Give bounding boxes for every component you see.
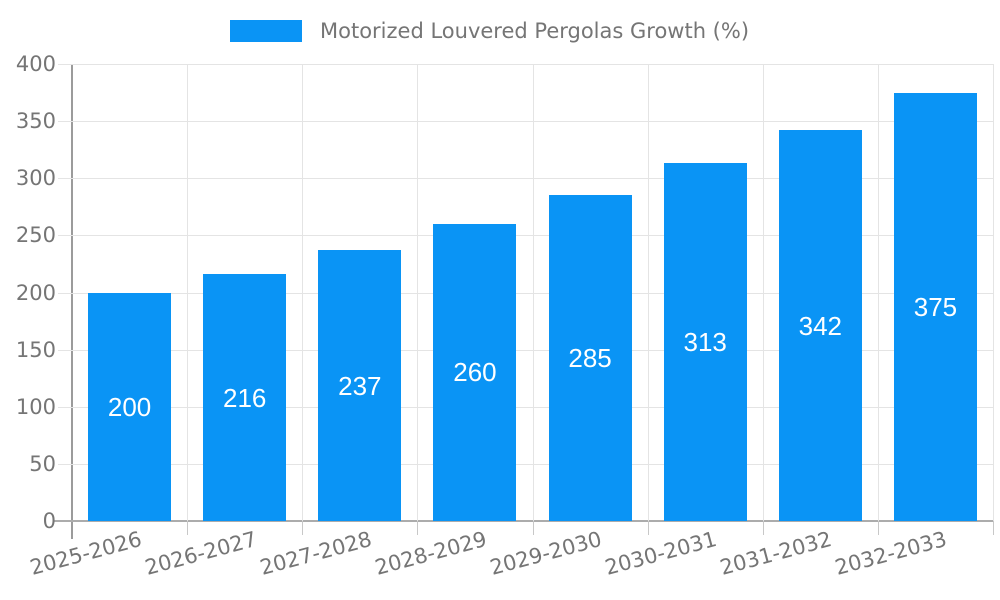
- bar: [778, 130, 862, 521]
- bar-value-label: 237: [338, 370, 382, 401]
- bar-value-label: 260: [453, 357, 497, 388]
- bar-value-label: 200: [107, 391, 152, 422]
- x-axis-tick: [187, 521, 189, 535]
- x-axis-tick: [993, 521, 994, 535]
- y-axis-tick-label: 200: [15, 280, 56, 305]
- x-axis-tick: [532, 521, 534, 535]
- x-gridline: [187, 64, 189, 521]
- bar-value-label: 375: [913, 291, 958, 322]
- x-gridline: [532, 64, 534, 521]
- bar-value-label: 342: [798, 310, 842, 341]
- bar: [203, 274, 287, 521]
- x-gridline: [877, 64, 879, 521]
- x-axis-tick: [877, 521, 879, 535]
- y-axis-line: [71, 64, 73, 539]
- x-gridline: [993, 64, 994, 521]
- legend-label: Motorized Louvered Pergolas Growth (%): [320, 19, 750, 43]
- x-axis-line: [54, 520, 993, 522]
- bar: [433, 223, 517, 521]
- bar: [318, 250, 402, 521]
- x-gridline: [762, 64, 764, 521]
- x-axis-tick: [302, 521, 304, 535]
- x-gridline: [647, 64, 649, 521]
- y-axis-tick-label: 300: [15, 166, 56, 191]
- bar-value-label: 313: [683, 327, 727, 358]
- y-axis-tick-label: 150: [15, 337, 56, 362]
- bar: [88, 292, 172, 521]
- bar: [663, 163, 747, 521]
- legend-item[interactable]: Motorized Louvered Pergolas Growth (%): [230, 19, 749, 43]
- y-axis-tick-label: 0: [42, 509, 56, 533]
- y-gridline: [58, 64, 993, 65]
- x-axis-tick: [762, 521, 764, 535]
- y-gridline: [58, 121, 993, 123]
- bar: [548, 195, 632, 521]
- y-gridline: [58, 292, 993, 294]
- x-gridline: [302, 64, 304, 521]
- y-axis-tick-label: 100: [15, 394, 56, 419]
- y-gridline: [58, 178, 993, 180]
- legend-swatch: [230, 20, 302, 42]
- y-gridline: [58, 349, 993, 351]
- y-gridline: [58, 235, 993, 237]
- y-gridline: [58, 463, 993, 465]
- bar-value-label: 216: [222, 382, 267, 413]
- x-axis-tick: [417, 521, 419, 535]
- plot-area: 200 216 237 260 285 313 342 375: [58, 64, 994, 535]
- x-axis-tick: [647, 521, 649, 535]
- y-gridline: [58, 406, 993, 408]
- x-gridline: [417, 64, 419, 521]
- y-axis-tick-label: 50: [29, 451, 56, 476]
- bar-value-label: 285: [568, 343, 612, 374]
- y-axis-tick-label: 250: [15, 223, 56, 248]
- y-axis-tick-label: 350: [15, 109, 56, 134]
- y-axis-tick-label: 400: [15, 52, 56, 76]
- bar: [893, 92, 977, 521]
